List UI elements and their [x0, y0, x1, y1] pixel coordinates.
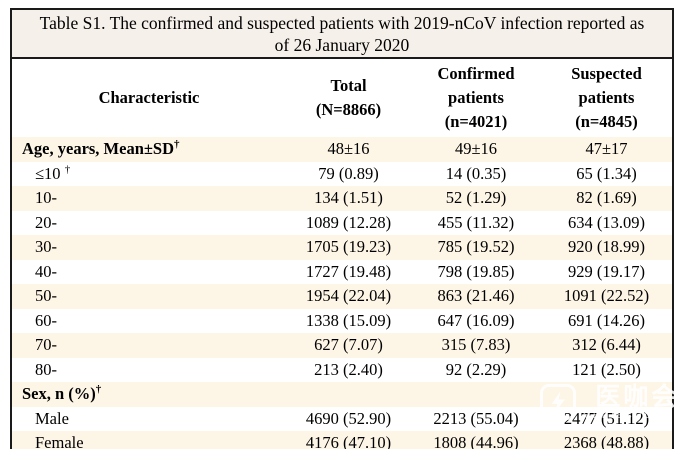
- row-value: 929 (19.17): [568, 261, 645, 281]
- row-label: 80-: [12, 360, 286, 380]
- row-label-text: 60-: [35, 310, 57, 330]
- row-value: 798 (19.85): [437, 261, 515, 281]
- row-label: Age, years, Mean±SD†: [12, 139, 286, 159]
- row-value: 92 (2.29): [445, 359, 507, 379]
- row-label-text: 80-: [35, 359, 57, 379]
- row-label: 40-: [12, 262, 286, 282]
- dagger-symbol: †: [95, 383, 102, 396]
- row-label-text: Male: [35, 408, 69, 428]
- row-value: 920 (18.99): [568, 237, 645, 257]
- table-header-row: Characteristic Total (N=8866) Confirmed …: [12, 59, 672, 137]
- row-value: 1808 (44.96): [433, 433, 519, 449]
- header-line: Suspected: [571, 64, 642, 83]
- row-value: 4690 (52.90): [305, 408, 392, 428]
- table-row: Female 4176 (47.10) 1808 (44.96) 2368 (48.8…: [12, 431, 672, 449]
- row-value: 312 (6.44): [572, 335, 641, 355]
- row-value: 49±16: [454, 139, 498, 159]
- row-value: 52 (1.29): [445, 188, 507, 208]
- row-label-text: Age, years, Mean±SD: [22, 139, 175, 159]
- row-label-text: 70-: [35, 335, 57, 355]
- row-value: 1338 (15.09): [305, 310, 392, 330]
- table-row: 60- 1338 (15.09) 647 (16.09) 691 (14.26): [12, 309, 672, 334]
- row-value: 2477 (51.12): [563, 408, 650, 428]
- row-value: 213 (2.40): [314, 359, 383, 379]
- row-value: 82 (1.69): [576, 188, 637, 208]
- table-frame: Table S1. The confirmed and suspected pa…: [10, 8, 674, 449]
- row-value: 134 (1.51): [314, 188, 383, 208]
- row-value: 1089 (12.28): [305, 212, 392, 232]
- table-title: Table S1. The confirmed and suspected pa…: [12, 10, 672, 59]
- row-value: 1954 (22.04): [305, 286, 392, 306]
- table-row: 70- 627 (7.07) 315 (7.83) 312 (6.44): [12, 333, 672, 358]
- row-value: 1091 (22.52): [563, 286, 650, 306]
- row-value: 785 (19.52): [437, 237, 515, 257]
- table-row: Male 4690 (52.90) 2213 (55.04) 2477 (51.12): [12, 407, 672, 432]
- header-suspected-patients: Suspected patients (n=4845): [541, 59, 672, 137]
- table-row: 30- 1705 (19.23) 785 (19.52) 920 (18.99): [12, 235, 672, 260]
- row-label: Male: [12, 409, 286, 429]
- row-label: 60-: [12, 311, 286, 331]
- row-label: 30-: [12, 237, 286, 257]
- header-total: Total (N=8866): [286, 59, 411, 137]
- header-line: (n=4021): [444, 112, 508, 131]
- table-row: 20- 1089 (12.28) 455 (11.32) 634 (13.09): [12, 211, 672, 236]
- header-line: (n=4845): [575, 112, 638, 131]
- row-label-text: 40-: [35, 261, 57, 281]
- row-value: 14 (0.35): [445, 163, 507, 183]
- row-label-text: 20-: [35, 212, 57, 232]
- row-label: Female: [12, 433, 286, 449]
- row-label-text: Sex, n (%): [22, 384, 96, 404]
- row-value: 647 (16.09): [437, 310, 515, 330]
- row-value: 47±17: [585, 139, 628, 159]
- row-label-text: 50-: [35, 286, 57, 306]
- row-label-text: Female: [35, 433, 84, 449]
- row-label: 10-: [12, 188, 286, 208]
- row-value: 455 (11.32): [437, 212, 515, 232]
- header-line: Characteristic: [98, 88, 200, 107]
- row-value: 627 (7.07): [314, 335, 383, 355]
- row-label-text: 30-: [35, 237, 57, 257]
- row-label-text: 10-: [35, 188, 57, 208]
- dagger-symbol: †: [174, 138, 180, 151]
- table-row: 10- 134 (1.51) 52 (1.29) 82 (1.69): [12, 186, 672, 211]
- header-line: patients: [578, 88, 635, 107]
- row-value: 691 (14.26): [568, 310, 645, 330]
- table-row: 80- 213 (2.40) 92 (2.29) 121 (2.50): [12, 358, 672, 383]
- header-line: patients: [448, 88, 504, 107]
- row-value: 65 (1.34): [576, 163, 637, 183]
- row-value: 2213 (55.04): [433, 408, 519, 428]
- row-label: Sex, n (%)†: [12, 384, 286, 404]
- row-value: 79 (0.89): [318, 163, 379, 183]
- table-row: 40- 1727 (19.48) 798 (19.85) 929 (19.17): [12, 260, 672, 285]
- row-value: 315 (7.83): [441, 335, 511, 355]
- header-line: Total: [330, 76, 367, 95]
- header-characteristic: Characteristic: [12, 59, 286, 137]
- table-row: ≤10 † 79 (0.89) 14 (0.35) 65 (1.34): [12, 162, 672, 187]
- row-value: 1705 (19.23): [305, 237, 392, 257]
- row-label: 20-: [12, 213, 286, 233]
- row-label: ≤10 †: [12, 164, 286, 184]
- table-title-line-2: of 26 January 2020: [274, 34, 410, 55]
- row-value: 863 (21.46): [437, 286, 515, 306]
- row-label: 70-: [12, 335, 286, 355]
- table-row: 50- 1954 (22.04) 863 (21.46) 1091 (22.52): [12, 284, 672, 309]
- header-line: (N=8866): [315, 100, 382, 119]
- dagger-symbol: †: [64, 163, 71, 176]
- row-label: 50-: [12, 286, 286, 306]
- row-value: 2368 (48.88): [563, 433, 650, 449]
- row-value: 634 (13.09): [568, 212, 645, 232]
- row-value: 1727 (19.48): [305, 261, 392, 281]
- header-confirmed-patients: Confirmed patients (n=4021): [411, 59, 541, 137]
- table-body: Age, years, Mean±SD† 48±16 49±16 47±17 ≤10 †…: [12, 137, 672, 449]
- table-title-line-1: Table S1. The confirmed and suspected pa…: [39, 12, 645, 33]
- row-value: 121 (2.50): [572, 359, 641, 379]
- row-value: 48±16: [327, 139, 370, 159]
- row-value: 4176 (47.10): [305, 433, 392, 449]
- table-row: Sex, n (%)†: [12, 382, 672, 407]
- table-row: Age, years, Mean±SD† 48±16 49±16 47±17: [12, 137, 672, 162]
- row-label-text: ≤10: [35, 163, 65, 183]
- header-line: Confirmed: [437, 64, 515, 83]
